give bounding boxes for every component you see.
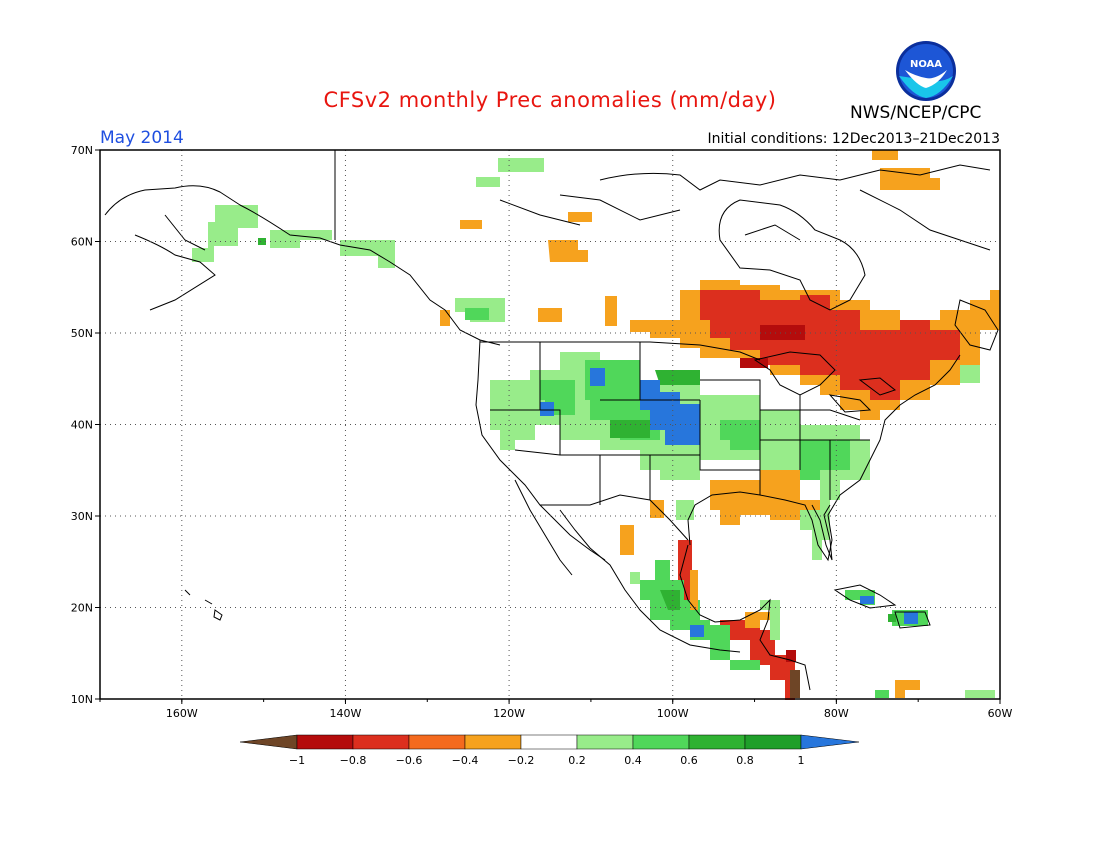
lat-tick-label: 20N <box>71 602 93 615</box>
lat-tick-label: 70N <box>71 144 93 157</box>
lat-tick-label: 60N <box>71 236 93 249</box>
us-canada-border <box>480 341 761 361</box>
colorbar-label: −1 <box>289 754 305 767</box>
great-lakes <box>753 351 836 396</box>
colorbar-swatch <box>744 734 802 750</box>
colorbar-swatch <box>464 734 522 750</box>
lon-tick-label: 100W <box>657 707 689 720</box>
colorbar-swatch <box>352 734 410 750</box>
region-alaska-wet <box>192 205 258 262</box>
colorbar-max-arrow <box>800 734 860 750</box>
colorbar-swatch <box>296 734 354 750</box>
colorbar-label: −0.4 <box>452 754 479 767</box>
forecast-period: May 2014 <box>100 128 184 148</box>
colorbar-min-arrow <box>239 734 298 750</box>
lat-tick-label: 50N <box>71 327 93 340</box>
agency-label: NWS/NCEP/CPC <box>850 103 982 123</box>
alaska-coast <box>104 185 501 346</box>
mexico-east <box>679 544 811 691</box>
initial-conditions: Initial conditions: 12Dec2013–21Dec2013 <box>707 131 1000 147</box>
florida <box>811 504 833 561</box>
hispaniola <box>894 611 931 629</box>
anomaly-fills <box>192 150 1000 700</box>
boundaries <box>104 150 999 691</box>
hudson-bay <box>718 199 866 311</box>
hawaii <box>184 589 223 621</box>
colorbar-swatch <box>688 734 746 750</box>
region-gulf-coast-dry <box>710 470 820 525</box>
colorbar-label: 1 <box>798 754 805 767</box>
state-lines <box>490 342 870 505</box>
region-central-plains-wet <box>640 380 700 445</box>
grid-lines <box>100 150 1000 699</box>
logo-text: NOAA <box>910 59 942 70</box>
colorbar-label: −0.6 <box>396 754 423 767</box>
baja <box>514 479 573 576</box>
gulf-coast <box>687 354 961 562</box>
cuba <box>833 584 897 609</box>
colorbar-swatch <box>520 734 578 750</box>
colorbar-label: −0.8 <box>340 754 367 767</box>
lon-tick-label: 160W <box>166 707 198 720</box>
colorbar-label: 0.8 <box>736 754 754 767</box>
us-west-coast <box>475 339 606 561</box>
lat-tick-label: 40N <box>71 419 93 432</box>
colorbar-label: 0.4 <box>624 754 642 767</box>
chart-title: CFSv2 monthly Prec anomalies (mm/day) <box>323 88 777 112</box>
colorbar-label: 0.6 <box>680 754 698 767</box>
lon-tick-label: 140W <box>330 707 362 720</box>
canada-north <box>599 164 991 191</box>
colorbar-label: −0.2 <box>508 754 535 767</box>
colorbar-label: 0.2 <box>568 754 586 767</box>
colorbar-swatch <box>408 734 466 750</box>
lon-tick-label: 80W <box>824 707 849 720</box>
lon-tick-label: 120W <box>493 707 525 720</box>
colorbar-swatch <box>632 734 690 750</box>
noaa-logo: NOAA <box>896 41 956 101</box>
newfoundland <box>954 299 999 351</box>
us-mexico-border <box>540 494 689 541</box>
axis-ticks: 70N 60N 50N 40N 30N 20N 10N 160W 140W 120W 100W 80W… <box>71 144 1013 720</box>
map-frame <box>99 149 1001 700</box>
lon-tick-label: 60W <box>988 707 1013 720</box>
lat-tick-label: 30N <box>71 510 93 523</box>
mexico-west <box>559 509 741 653</box>
colorbar-swatch <box>576 734 634 750</box>
lat-tick-label: 10N <box>71 693 93 706</box>
colorbar: −1 −0.8 −0.6 −0.4 −0.2 0.2 0.4 0.6 0.8 1 <box>239 734 860 767</box>
